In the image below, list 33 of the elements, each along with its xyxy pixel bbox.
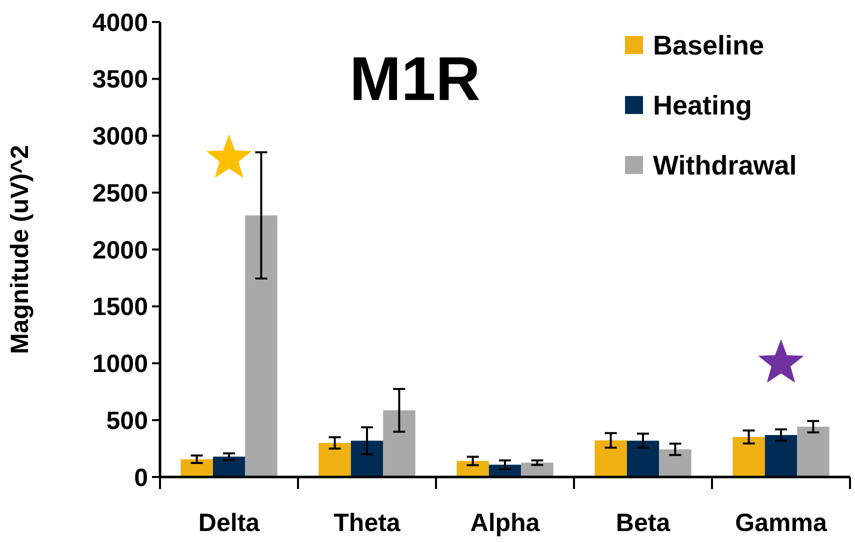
bar [594,440,627,477]
y-tick-label: 1500 [92,293,148,322]
y-tick-label: 1000 [92,350,148,378]
bar [350,440,384,477]
x-tick-label: Gamma [735,509,828,537]
y-tick-label: 4000 [92,8,148,37]
y-tick-label: 3500 [92,66,148,94]
bar [659,449,692,477]
bar [764,435,798,477]
y-tick-label: 500 [106,406,148,435]
chart-title: M1R [350,45,480,114]
legend-label: Heating [653,90,752,120]
y-tick-label: 2000 [92,236,148,264]
bar [626,440,660,477]
y-axis-title: Magnitude (uV)^2 [6,144,34,354]
bar [383,410,416,477]
bar [732,436,765,477]
x-tick-label: Delta [198,509,261,537]
legend-label: Baseline [653,30,764,60]
bar [456,460,489,477]
bar [180,459,213,477]
x-tick-label: Alpha [470,509,541,537]
bar [318,442,351,477]
legend-label: Withdrawal [653,150,797,180]
y-tick-label: 2500 [92,179,148,208]
bar [797,426,830,477]
x-tick-label: Beta [616,509,672,537]
y-tick-label: 3000 [92,122,148,150]
bar [212,456,246,477]
bar [245,215,278,477]
bar [521,462,554,477]
x-tick-label: Theta [334,509,402,537]
y-tick-label: 0 [134,464,148,492]
